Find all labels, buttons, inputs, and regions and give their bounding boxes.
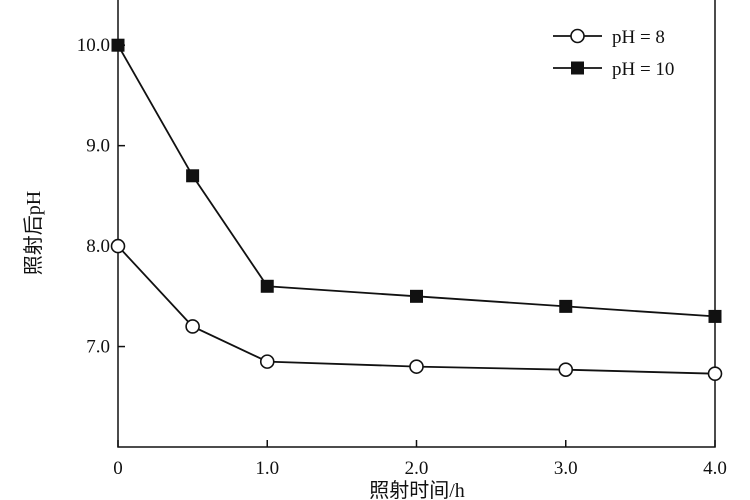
series-2 [111, 38, 722, 323]
data-point [111, 38, 125, 52]
y-tick-label: 10.0 [77, 35, 110, 56]
data-point [410, 289, 423, 303]
legend-marker [571, 61, 584, 75]
legend-marker [570, 28, 585, 44]
data-point [409, 359, 424, 374]
data-point [185, 319, 200, 334]
x-axis-label: 照射时间/h [369, 479, 465, 500]
x-tick-label: 2.0 [405, 458, 429, 479]
x-tick-label: 1.0 [255, 458, 279, 479]
data-point [186, 169, 200, 183]
series-1 [110, 238, 723, 381]
y-tick-label: 8.0 [86, 236, 110, 257]
data-point [559, 299, 573, 313]
series-line [117, 44, 716, 318]
x-tick-label: 4.0 [703, 458, 727, 479]
y-tick-label: 9.0 [86, 136, 110, 157]
legend-entry: pH = 10 [553, 59, 674, 80]
x-tick-label: 3.0 [554, 458, 578, 479]
data-point [707, 366, 723, 381]
legend-label: pH = 8 [612, 27, 665, 48]
data-point [110, 238, 126, 254]
series-layer [110, 38, 723, 381]
data-point [260, 279, 274, 293]
data-point [558, 362, 574, 377]
data-point [708, 309, 722, 323]
series-line [117, 245, 716, 375]
axis-ticks: 0 1.0 2.0 3.0 4.0 7.0 8.0 9.0 10.0 [77, 35, 727, 479]
legend-label: pH = 10 [612, 59, 674, 80]
legend: pH = 8 pH = 10 [553, 27, 674, 80]
data-point [259, 354, 275, 369]
x-tick-label: 0 [113, 458, 123, 479]
y-tick-label: 7.0 [86, 337, 110, 358]
y-axis-label: 照射后pH [22, 191, 45, 275]
legend-entry: pH = 8 [553, 27, 665, 48]
